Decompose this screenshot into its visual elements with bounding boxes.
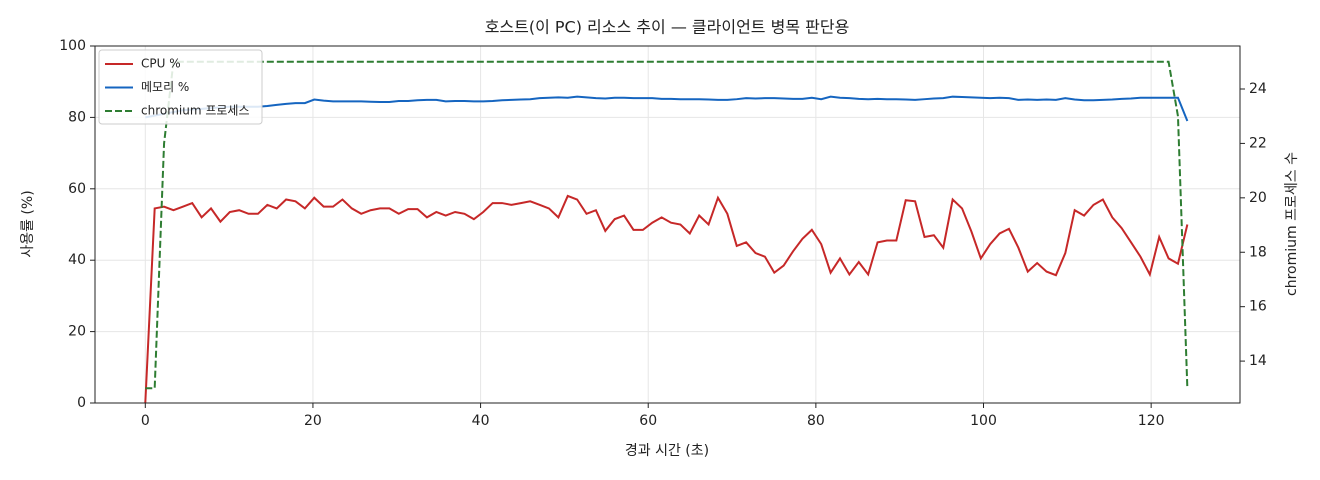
- x-tick-label: 40: [472, 413, 490, 429]
- y-tick-label: 100: [59, 38, 86, 54]
- y-tick-label: 0: [77, 395, 86, 411]
- y2-axis-label: chromium 프로세스 수: [1284, 152, 1300, 296]
- data-line: [144, 194, 1189, 404]
- x-tick-label: 60: [639, 413, 657, 429]
- x-tick-label: 120: [1138, 413, 1165, 429]
- data-line: [145, 95, 1189, 122]
- y-axis-label: 사용률 (%): [20, 190, 36, 257]
- y-tick-label: 80: [68, 109, 86, 125]
- y2-tick-label: 20: [1249, 190, 1267, 206]
- y2-tick-label: 16: [1249, 299, 1267, 315]
- legend-label: CPU %: [141, 57, 181, 71]
- legend-label: 메모리 %: [141, 80, 189, 94]
- x-axis-label: 경과 시간 (초): [625, 443, 709, 459]
- y-tick-label: 20: [68, 324, 86, 340]
- x-tick-label: 20: [304, 413, 322, 429]
- x-tick-label: 100: [970, 413, 997, 429]
- plot-frame: [94, 45, 1241, 404]
- y2-tick-label: 24: [1249, 81, 1267, 97]
- x-tick-label: 0: [141, 413, 150, 429]
- x-tick-label: 80: [807, 413, 825, 429]
- y2-tick-label: 14: [1249, 353, 1267, 369]
- data-line: [145, 60, 1189, 390]
- chart-title: 호스트(이 PC) 리소스 추이 — 클라이언트 병목 판단용: [485, 18, 850, 37]
- y-tick-label: 40: [68, 252, 86, 268]
- y2-tick-label: 18: [1249, 244, 1267, 260]
- legend-box: [98, 49, 263, 125]
- legend-label: chromium 프로세스: [141, 104, 250, 118]
- legend: CPU % 메모리 % chromium 프로세스: [98, 49, 263, 125]
- y-tick-label: 60: [68, 181, 86, 197]
- y2-tick-label: 22: [1249, 135, 1267, 151]
